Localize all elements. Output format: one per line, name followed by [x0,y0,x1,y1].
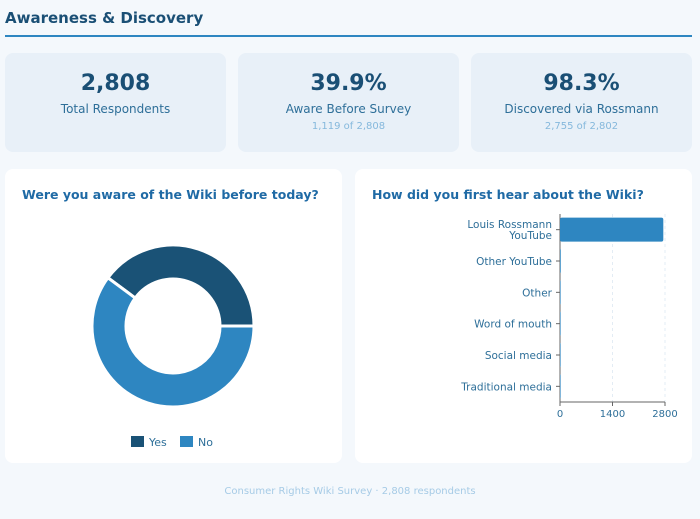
title-divider [5,35,692,37]
discovery-bar-chart: 0 1400 2800 Louis Rossmann YouTube Other YouT… [460,214,678,420]
donut-slice-no [90,275,256,409]
legend-swatch-no [180,436,193,447]
kpi-aware-before: 39.9% Aware Before Survey 1,119 of 2,808 [238,53,459,152]
bar-traditional-media [560,374,561,399]
y-tick-label: Louis Rossmann YouTube [467,219,552,242]
bar-other-youtube [560,249,561,273]
kpi-sub: 1,119 of 2,808 [311,121,386,132]
y-tick-label: Other YouTube [476,256,552,268]
kpi-label: Total Respondents [60,102,171,116]
x-tick-label: 2800 [652,409,677,420]
kpi-label: Discovered via Rossmann [504,102,659,116]
kpi-total-respondents: 2,808 Total Respondents [5,53,226,152]
y-tick-label: Social media [485,350,552,362]
footer-text: Consumer Rights Wiki Survey · 2,808 resp… [224,486,476,497]
y-tick-label: Traditional media [460,381,552,393]
awareness-donut-chart: Yes No [90,243,256,449]
y-tick-label: Other [522,287,552,299]
bar-other [560,280,561,305]
y-tick-label: Word of mouth [474,319,552,331]
kpi-sub: 2,755 of 2,802 [544,121,619,132]
x-tick-label: 1400 [600,409,625,420]
discovery-chart-title: How did you first hear about the Wiki? [372,187,644,202]
legend-swatch-yes [131,436,144,447]
kpi-value: 98.3% [543,71,620,96]
donut-slice-yes [105,243,256,328]
kpi-discovered-rossmann: 98.3% Discovered via Rossmann 2,755 of 2… [471,53,692,152]
awareness-card: Were you aware of the Wiki before today?… [5,169,342,463]
legend-label-yes: Yes [148,436,167,449]
kpi-label: Aware Before Survey [285,102,412,116]
bar-word-of-mouth [560,311,561,336]
x-tick-label: 0 [557,409,563,420]
kpi-value: 2,808 [80,71,151,96]
discovery-card: How did you first hear about the Wiki? 0… [355,169,692,463]
page-title: Awareness & Discovery [5,9,204,27]
bar-louis-rossmann-youtube [560,217,664,242]
kpi-value: 39.9% [310,71,387,96]
legend-label-no: No [198,436,213,449]
awareness-chart-title: Were you aware of the Wiki before today? [22,187,319,202]
bar-social-media [560,343,561,367]
